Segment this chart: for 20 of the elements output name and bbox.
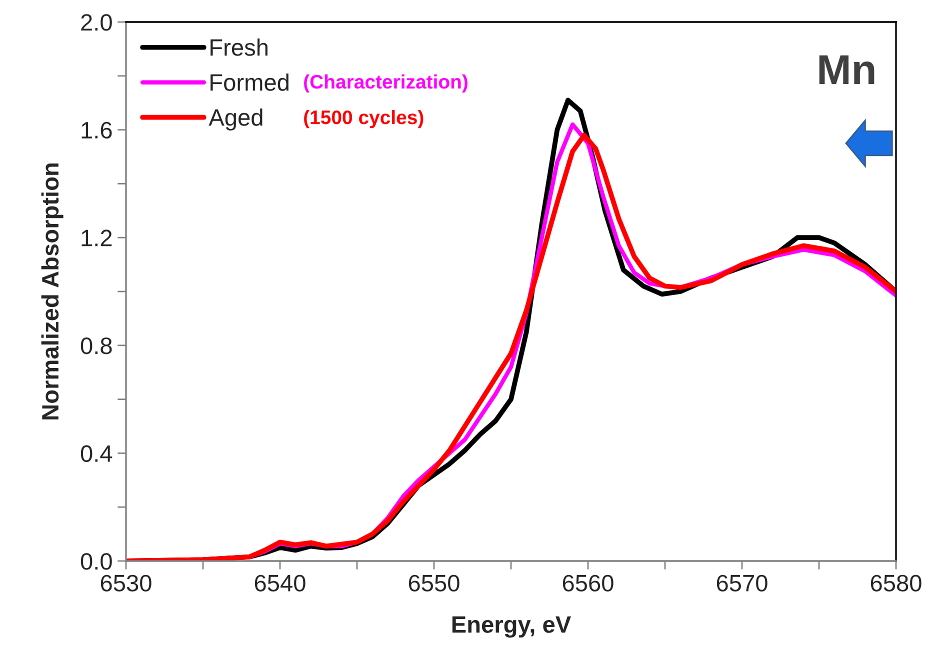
- x-tick-label: 6570: [716, 574, 768, 592]
- x-tick-label: 6560: [562, 574, 614, 592]
- legend-label: Fresh: [210, 38, 268, 56]
- y-tick-label: 0.8: [80, 337, 112, 354]
- y-tick-label: 1.2: [82, 230, 112, 246]
- y-axis-title: Normalized Absorption: [41, 164, 64, 420]
- x-axis-title: Energy, eV: [452, 616, 571, 638]
- y-tick-label: 0.4: [80, 445, 112, 462]
- legend-label: Aged: [208, 108, 262, 131]
- annotation: (1500 cycles): [304, 110, 424, 128]
- x-tick-label: 6550: [408, 574, 460, 592]
- y-tick-label: 0.0: [80, 553, 112, 570]
- x-tick-label: 6540: [254, 574, 306, 592]
- annotation: Mn: [819, 55, 874, 84]
- annotation: (Characterization): [304, 74, 468, 93]
- y-tick-label: 2.0: [81, 14, 112, 31]
- y-tick-label: 1.6: [82, 122, 112, 139]
- x-tick-label: 6530: [100, 574, 152, 592]
- legend-label: Formed: [210, 74, 288, 91]
- x-tick-label: 6580: [870, 574, 922, 592]
